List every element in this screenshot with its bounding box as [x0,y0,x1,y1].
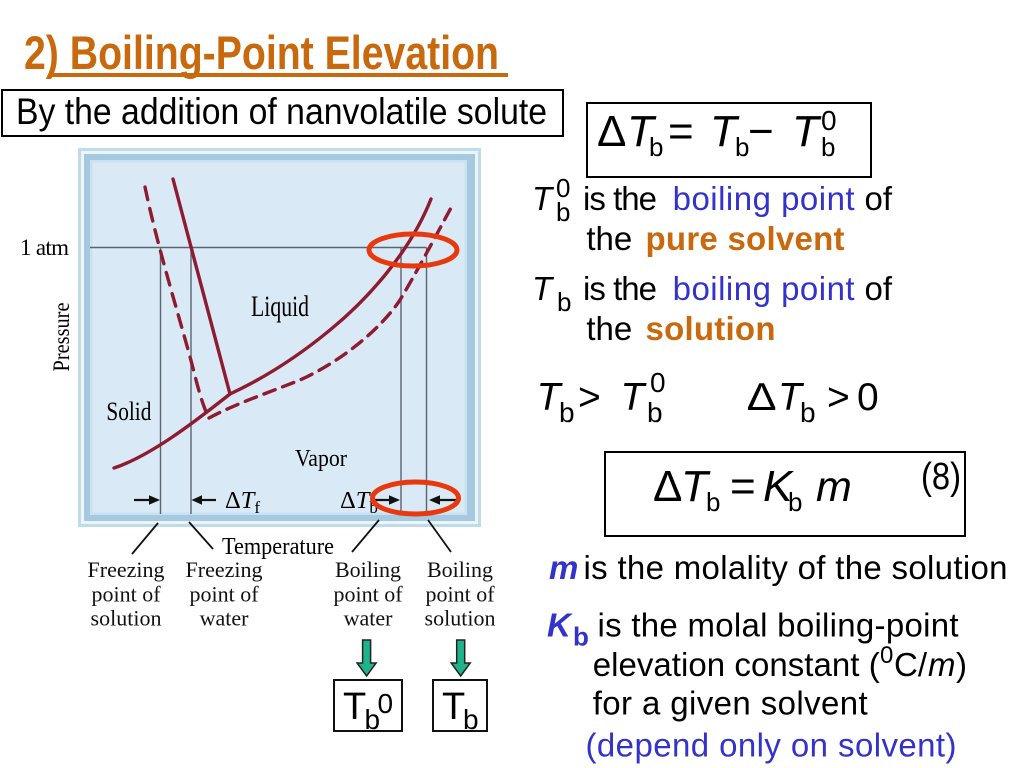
svg-text:solution: solution [425,606,496,631]
svg-text:Boiling: Boiling [427,557,493,582]
svg-text:0: 0 [378,688,394,719]
svg-text:Vapor: Vapor [295,445,347,472]
svg-text:0: 0 [821,105,837,136]
svg-text:>: > [578,376,601,419]
svg-text:solution: solution [91,606,162,631]
svg-text:boiling point: boiling point [673,180,855,217]
svg-text:By the addition of nanvolatile: By the addition of nanvolatile solute [16,91,547,132]
svg-text:T: T [442,686,465,728]
svg-text:Freezing: Freezing [186,557,263,582]
svg-text:Pressure: Pressure [49,303,74,372]
svg-text:Liquid: Liquid [251,290,309,323]
svg-text:of: of [865,270,893,307]
svg-text:point of: point of [91,582,161,607]
svg-text:b: b [706,487,720,517]
svg-text:m: m [928,646,956,683]
svg-text:T: T [681,462,711,511]
svg-text:is the: is the [583,270,657,307]
svg-text:is the: is the [583,180,657,217]
svg-text:T: T [532,180,555,217]
svg-text:b: b [800,397,816,428]
svg-text:T: T [778,376,805,419]
svg-text:b: b [365,704,381,735]
svg-text:ΔTf: ΔTf [225,487,260,517]
svg-text:C/: C/ [894,646,928,683]
svg-text:Boiling: Boiling [335,557,401,582]
svg-text:b: b [821,132,835,162]
svg-text:Δ: Δ [747,376,777,419]
svg-text:b: b [573,622,589,652]
svg-text:water: water [200,606,250,631]
svg-text:Freezing: Freezing [88,557,165,582]
svg-text:1 atm: 1 atm [20,235,69,260]
svg-text:−: − [748,107,774,156]
svg-text:b: b [647,397,663,428]
svg-text:T: T [621,376,648,419]
svg-text:(depend only on solvent): (depend only on solvent) [586,727,957,764]
svg-text:Δ: Δ [653,462,682,511]
svg-text:Temperature: Temperature [222,534,334,560]
svg-text:b: b [556,197,570,227]
svg-text:Solid: Solid [106,397,151,426]
svg-text:b: b [559,397,575,428]
svg-text:b: b [649,132,663,162]
svg-text:0: 0 [857,376,879,419]
svg-text:m: m [549,549,578,586]
svg-text:elevation constant (: elevation constant ( [593,646,880,683]
svg-text:0: 0 [556,173,570,203]
svg-text:the: the [586,310,632,347]
svg-text:is the molal boiling-point: is the molal boiling-point [598,607,959,644]
svg-text:m: m [816,463,852,511]
svg-text:boiling point: boiling point [673,270,855,307]
svg-text:of: of [865,180,893,217]
svg-text:the: the [586,220,632,257]
svg-text:0: 0 [880,642,893,669]
svg-text:Δ: Δ [597,107,626,156]
svg-text:b: b [463,704,479,735]
svg-text:=: = [668,107,694,156]
svg-text:2) Boiling-Point Elevation: 2) Boiling-Point Elevation [24,26,499,79]
svg-text:water: water [344,606,394,631]
svg-text:K: K [763,462,794,511]
svg-text:T: T [627,107,657,156]
svg-text:is the molality of the solutio: is the molality of the solution [584,549,1008,586]
svg-text:solution: solution [646,310,776,347]
svg-text:pure solvent: pure solvent [646,220,845,257]
svg-text:T: T [537,376,564,419]
svg-text:point of: point of [333,582,403,607]
svg-text:T: T [532,270,555,307]
svg-text:b: b [557,287,571,317]
svg-text:point of: point of [189,582,259,607]
svg-text:(8): (8) [921,456,961,498]
svg-text:T: T [343,686,366,728]
svg-text:>: > [827,376,850,419]
svg-text:b: b [735,132,749,162]
svg-text:T: T [792,107,822,156]
svg-text:T: T [710,107,740,156]
svg-text:for a given solvent: for a given solvent [593,685,868,722]
svg-text:): ) [956,646,967,683]
svg-text:b: b [788,487,802,517]
svg-text:K: K [547,607,573,644]
svg-text:0: 0 [650,367,666,398]
svg-text:point of: point of [425,582,495,607]
svg-text:=: = [730,462,756,511]
